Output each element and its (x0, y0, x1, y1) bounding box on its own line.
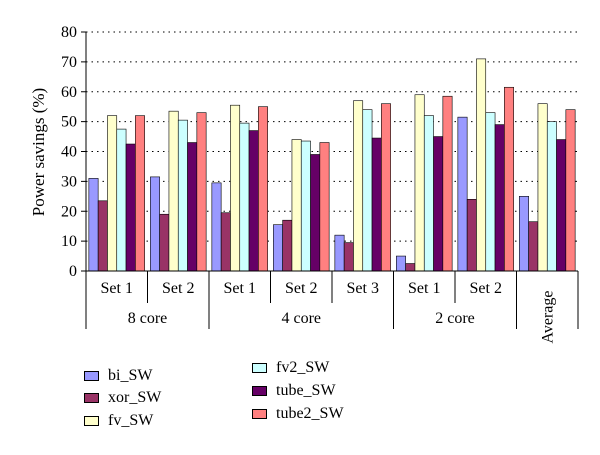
bar-fv2_SW-5 (423, 115, 434, 272)
bar-tube_SW-2 (248, 130, 259, 272)
bar-fv_SW-1 (168, 110, 179, 272)
bar-tube_SW-3 (310, 154, 321, 272)
y-tick-label: 60 (61, 84, 77, 101)
bar-fv_SW-7 (537, 103, 548, 272)
bar-bi_SW-5 (396, 255, 406, 272)
bar-tube_SW-7 (556, 139, 567, 272)
x-axis-categories: Set 1 Set 2 Set 1 Set 2 Set 3 Set 1 Set 2 Avera… (85, 271, 579, 344)
category-label: Set 3 (347, 280, 379, 297)
bar-bi_SW-0 (88, 178, 99, 272)
y-tick-label: 30 (61, 173, 77, 190)
bar-tube2_SW-7 (565, 109, 576, 272)
y-axis-label: Power savings (%) (29, 88, 48, 216)
group-label: 2 core (435, 310, 475, 327)
category-label: Set 1 (224, 280, 256, 297)
y-tick-label: 0 (69, 263, 77, 280)
bar-fv2_SW-7 (546, 121, 557, 272)
bar-bi_SW-3 (273, 224, 283, 272)
bars (88, 58, 576, 272)
bar-bi_SW-4 (334, 234, 345, 272)
bar-xor_SW-5 (405, 263, 416, 272)
bar-tube2_SW-1 (196, 112, 207, 272)
bar-xor_SW-7 (528, 221, 539, 272)
bar-tube_SW-0 (125, 143, 136, 272)
bar-fv_SW-5 (414, 94, 425, 272)
bar-tube_SW-5 (433, 136, 444, 272)
bar-tube2_SW-6 (504, 86, 514, 272)
category-label: Set 2 (285, 280, 317, 297)
bar-fv_SW-0 (107, 115, 118, 272)
bar-tube2_SW-5 (442, 95, 453, 272)
bar-fv2_SW-3 (300, 140, 311, 272)
y-tick-label: 20 (61, 203, 77, 220)
bar-xor_SW-3 (282, 219, 293, 272)
bar-bi_SW-6 (457, 116, 468, 272)
bar-fv_SW-3 (291, 139, 302, 272)
y-tick-label: 70 (61, 54, 77, 71)
bar-tube2_SW-4 (381, 103, 391, 272)
bar-fv2_SW-1 (177, 119, 188, 272)
bar-xor_SW-4 (343, 242, 354, 272)
bar-tube2_SW-3 (319, 142, 330, 272)
y-tick-label: 80 (61, 24, 77, 41)
group-label: 4 core (281, 310, 321, 327)
bar-bi_SW-2 (211, 182, 222, 272)
bar-xor_SW-1 (159, 213, 170, 272)
category-label: Set 1 (408, 280, 440, 297)
bar-fv_SW-6 (476, 58, 487, 272)
category-label: Average (539, 291, 556, 344)
y-tick-label: 10 (61, 233, 77, 250)
bar-bi_SW-7 (519, 196, 529, 272)
category-label: Set 2 (162, 280, 194, 297)
bar-tube_SW-1 (187, 142, 198, 272)
bar-fv2_SW-6 (485, 112, 496, 272)
bar-fv2_SW-2 (239, 122, 250, 272)
bar-fv_SW-2 (230, 104, 241, 272)
y-tick-label: 50 (61, 114, 77, 131)
bar-bi_SW-1 (150, 176, 160, 272)
bar-tube_SW-6 (494, 124, 505, 272)
bar-tube2_SW-0 (135, 115, 145, 272)
y-axis-ticks: 0 10 20 30 40 50 60 70 80 (61, 24, 86, 280)
bar-xor_SW-6 (466, 199, 477, 272)
bar-xor_SW-2 (220, 212, 231, 272)
bar-tube2_SW-2 (258, 106, 268, 272)
bar-fv2_SW-4 (362, 109, 373, 272)
bar-xor_SW-0 (97, 200, 108, 272)
y-tick-label: 40 (61, 144, 77, 161)
bar-tube_SW-4 (371, 137, 382, 272)
bar-fv2_SW-0 (116, 128, 127, 272)
category-label: Set 1 (101, 280, 133, 297)
bar-fv_SW-4 (353, 100, 364, 272)
group-label: 8 core (128, 310, 168, 327)
category-label: Set 2 (470, 280, 502, 297)
